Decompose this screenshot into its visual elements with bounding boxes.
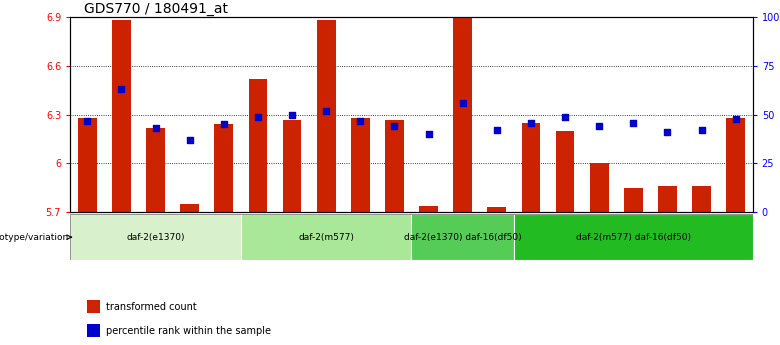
- Point: [149, 126, 161, 131]
- Bar: [419, 206, 438, 212]
- Bar: [692, 186, 711, 212]
- Bar: [70, 214, 241, 260]
- Point: [388, 124, 401, 129]
- Bar: [488, 207, 506, 212]
- Text: daf-2(e1370) daf-16(df50): daf-2(e1370) daf-16(df50): [404, 233, 522, 242]
- Bar: [522, 123, 541, 212]
- Point: [729, 116, 742, 121]
- Bar: [146, 128, 165, 212]
- Bar: [78, 118, 97, 212]
- Bar: [215, 125, 233, 212]
- Bar: [624, 188, 643, 212]
- Bar: [453, 16, 472, 212]
- Bar: [514, 214, 753, 260]
- Point: [320, 108, 332, 114]
- Point: [593, 124, 605, 129]
- Text: genotype/variation: genotype/variation: [0, 233, 69, 242]
- Bar: [658, 186, 677, 212]
- Point: [525, 120, 537, 125]
- Point: [695, 128, 707, 133]
- Point: [285, 112, 298, 117]
- Point: [115, 87, 128, 92]
- Text: transformed count: transformed count: [106, 302, 197, 312]
- Bar: [590, 164, 608, 212]
- Point: [456, 100, 469, 106]
- Bar: [555, 131, 574, 212]
- Text: percentile rank within the sample: percentile rank within the sample: [106, 326, 271, 336]
- Bar: [317, 20, 335, 212]
- Bar: [87, 300, 100, 313]
- Text: daf-2(m577): daf-2(m577): [298, 233, 354, 242]
- Bar: [351, 118, 370, 212]
- Point: [354, 118, 367, 123]
- Bar: [241, 214, 411, 260]
- Bar: [180, 204, 199, 212]
- Point: [422, 131, 434, 137]
- Bar: [249, 79, 268, 212]
- Bar: [87, 324, 100, 337]
- Bar: [112, 20, 131, 212]
- Text: daf-2(e1370): daf-2(e1370): [126, 233, 185, 242]
- Point: [183, 137, 196, 143]
- Point: [81, 118, 94, 123]
- Point: [627, 120, 640, 125]
- Point: [661, 129, 674, 135]
- Point: [558, 114, 571, 119]
- Point: [491, 128, 503, 133]
- Point: [218, 122, 230, 127]
- Text: daf-2(m577) daf-16(df50): daf-2(m577) daf-16(df50): [576, 233, 691, 242]
- Bar: [282, 120, 301, 212]
- Bar: [385, 120, 404, 212]
- Text: GDS770 / 180491_at: GDS770 / 180491_at: [84, 2, 228, 16]
- Point: [252, 114, 264, 119]
- Bar: [726, 118, 745, 212]
- Bar: [411, 214, 514, 260]
